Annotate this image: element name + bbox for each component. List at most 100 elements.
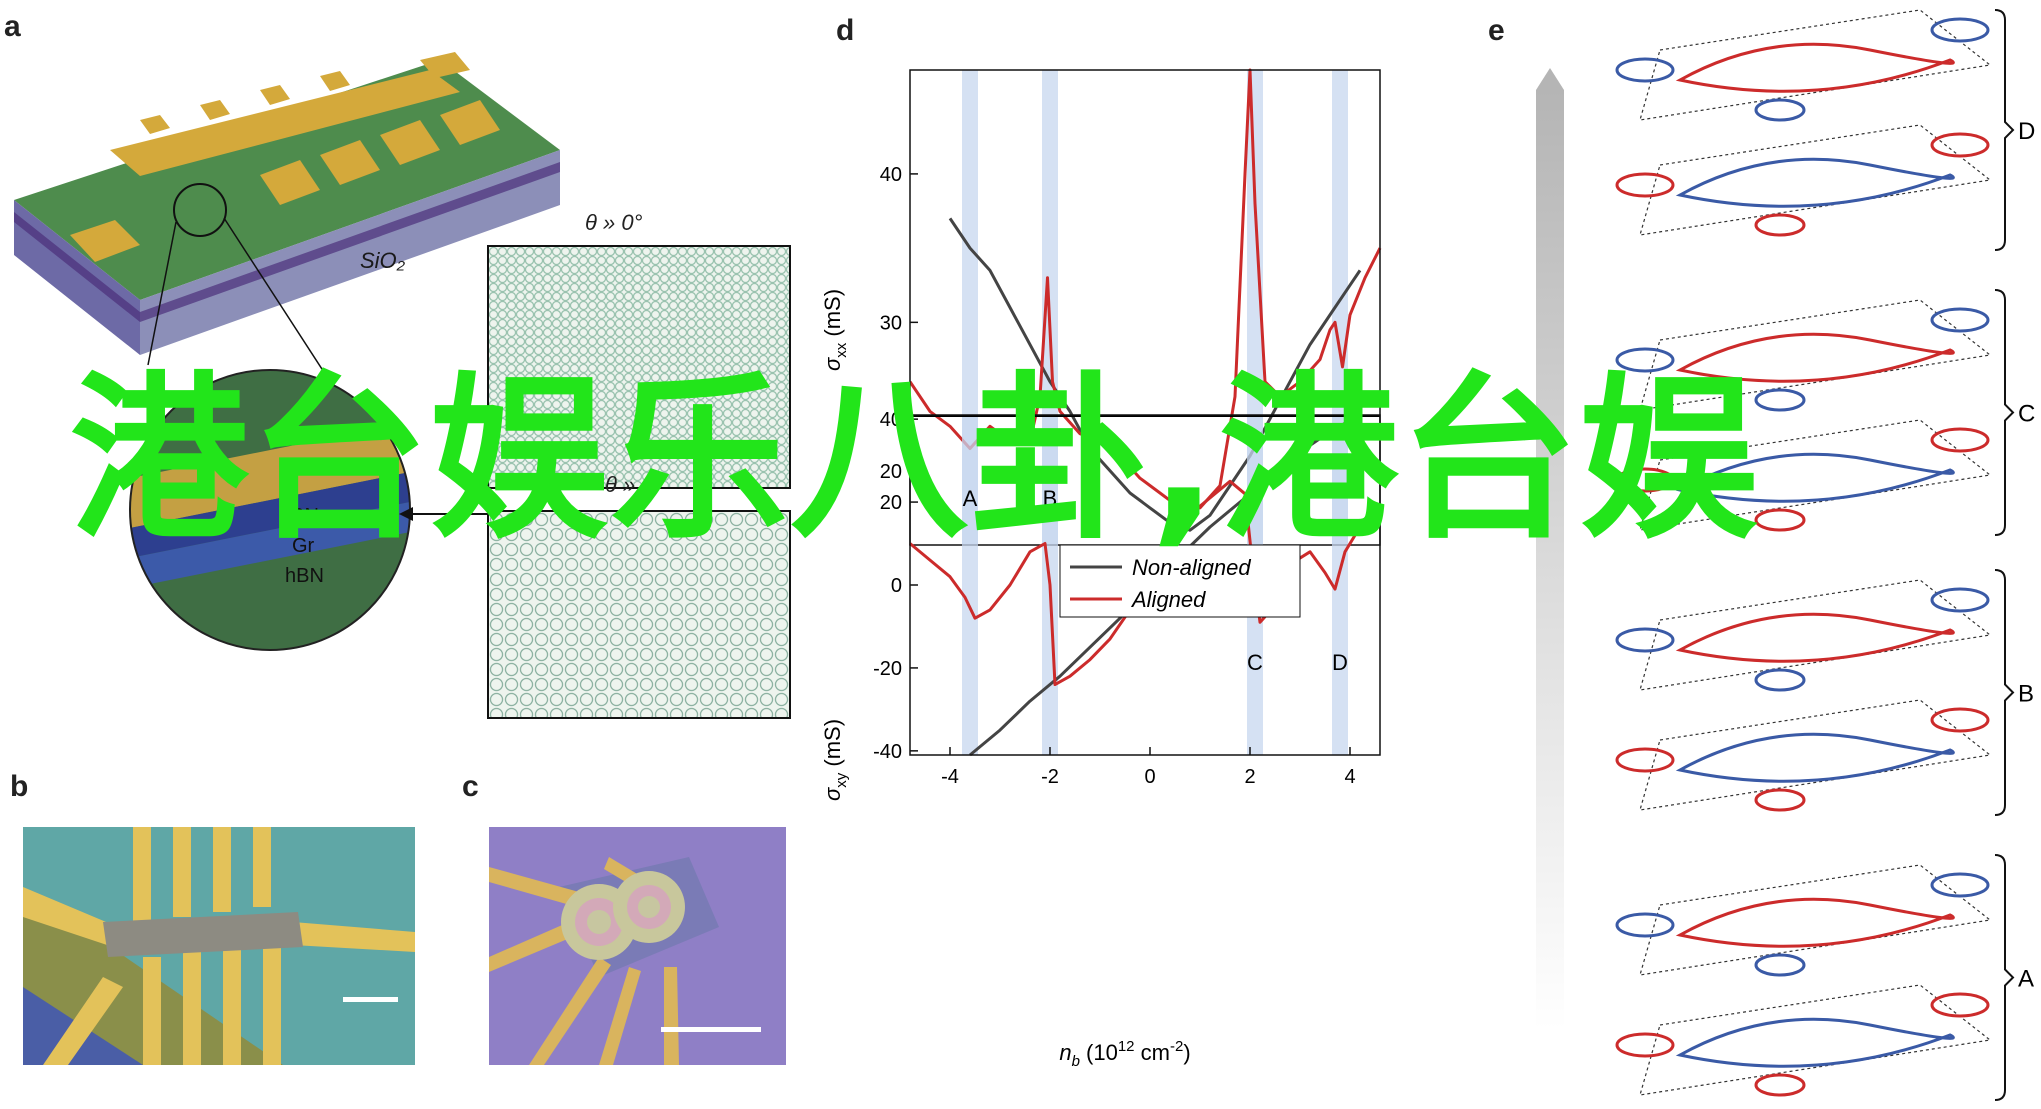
ytick-label-bottom: 40 (880, 409, 902, 431)
band-label-c: C (1247, 650, 1263, 675)
panel-letter-e: e (1488, 14, 1505, 47)
orbit-plane (1639, 124, 1992, 236)
ytick-label-top: 20 (880, 461, 902, 483)
bracket-label-c: C (2018, 401, 2035, 428)
layer-label-mid: Gr (292, 535, 315, 557)
bracket-label-a: A (2018, 966, 2034, 993)
scale-bar-b (343, 997, 398, 1002)
orbit-pocket (1615, 347, 1675, 373)
orbit-curve (1675, 1017, 1955, 1068)
bracket-label-d: D (2018, 118, 2035, 145)
orbit-plane (1639, 299, 1992, 411)
orbit-pocket (1930, 427, 1990, 453)
orbit-plane (1639, 984, 1992, 1096)
legend-box (1059, 544, 1301, 618)
orbit-pocket (1615, 57, 1675, 83)
xtick-label: -4 (941, 766, 959, 788)
xtick-label: 2 (1244, 766, 1255, 788)
orbit-plane (1639, 9, 1992, 121)
orbit-pocket (1754, 388, 1806, 412)
zoom-lens: hBN Gr hBN (129, 369, 411, 651)
panel-letter-c: c (462, 770, 479, 803)
band-label-a: A (963, 486, 978, 511)
orbit-pocket (1754, 668, 1806, 692)
panel-letter-b: b (10, 770, 29, 803)
orbit-curve (1675, 732, 1955, 783)
moire-inset-top (487, 245, 791, 489)
ylabel-bottom: σxy (mS) (820, 719, 850, 801)
orbit-curve (1675, 897, 1955, 948)
device-schematic: SiO₂ (14, 52, 560, 400)
bracket-d (1994, 9, 2015, 251)
xtick-label: 0 (1144, 766, 1155, 788)
orbit-pocket (1615, 627, 1675, 653)
frame-divider (910, 415, 1380, 417)
orbit-pocket (1930, 307, 1990, 333)
orbit-plane (1639, 699, 1992, 811)
substrate-label: SiO₂ (360, 248, 406, 273)
orbit-plane (1639, 579, 1992, 691)
ytick-label-bottom: -40 (873, 741, 902, 763)
band-label-d: D (1332, 650, 1348, 675)
orbit-pocket (1930, 17, 1990, 43)
hall-bar-gold (110, 70, 460, 176)
orbit-pocket (1930, 587, 1990, 613)
ytick-label-top: 40 (880, 164, 902, 186)
layer-label-top: hBN (280, 505, 319, 527)
band-label-b: B (1043, 486, 1058, 511)
orbit-diagrams: D C B A (1536, 9, 2035, 1101)
moire-inset-label-top: θ » 0° (585, 210, 643, 235)
xlabel: nb (1012 cm-2) (1059, 1038, 1190, 1070)
orbit-pocket (1754, 213, 1806, 237)
series-line-top-aligned (908, 68, 1382, 510)
legend-label-non-aligned: Non-aligned (1132, 555, 1251, 580)
orbit-curve (1675, 332, 1955, 383)
orbit-pocket (1930, 132, 1990, 158)
ytick-label-bottom: 0 (891, 575, 902, 597)
bracket-label-b: B (2018, 681, 2034, 708)
xtick-label: -2 (1041, 766, 1059, 788)
orbit-pocket (1754, 788, 1806, 812)
band-bottom-3 (1332, 415, 1348, 755)
inset-arrow (399, 507, 487, 521)
gradient-arrow (1536, 90, 1564, 1030)
orbit-plane (1639, 419, 1992, 531)
ytick-label-bottom: -20 (873, 658, 902, 680)
orbit-plane (1639, 864, 1992, 976)
orbit-pocket (1930, 707, 1990, 733)
ytick-label-top: 30 (880, 312, 902, 334)
orbit-pocket (1754, 98, 1806, 122)
panel-letter-d: d (836, 14, 855, 47)
device-micrograph-b (23, 827, 415, 1065)
legend: Non-aligned Aligned (1059, 544, 1301, 618)
bracket-c (1994, 289, 2015, 536)
moire-inset-label-bottom: θ » 0° (605, 472, 663, 497)
orbit-curve (1675, 42, 1955, 93)
band-bottom-0 (962, 415, 978, 755)
orbit-pocket (1615, 912, 1675, 938)
ylabel-top: σxx (mS) (820, 289, 850, 371)
xtick-label: 4 (1344, 766, 1355, 788)
orbit-curve (1675, 157, 1955, 208)
orbit-pocket (1615, 747, 1675, 773)
device-micrograph-c (489, 827, 786, 1065)
orbit-pocket (1754, 953, 1806, 977)
orbit-pocket (1930, 872, 1990, 898)
axes-frame-top (909, 69, 1381, 546)
panel-letter-a: a (4, 10, 21, 43)
layer-label-bottom: hBN (285, 565, 324, 587)
sigma-xx-plot: 20 30 40 (880, 68, 1382, 546)
orbit-pocket (1615, 172, 1675, 198)
bracket-b (1994, 569, 2015, 816)
orbit-curve (1675, 452, 1955, 503)
legend-label-aligned: Aligned (1130, 587, 1206, 612)
scale-bar-c (661, 1027, 761, 1032)
ytick-label-bottom: 20 (880, 492, 902, 514)
moire-inset-bottom (487, 510, 791, 719)
gradient-arrow-head (1536, 68, 1564, 90)
orbit-pocket (1615, 1032, 1675, 1058)
orbit-curve (1675, 612, 1955, 663)
orbit-pocket (1754, 508, 1806, 532)
series-line-top-non-aligned (948, 217, 1362, 532)
